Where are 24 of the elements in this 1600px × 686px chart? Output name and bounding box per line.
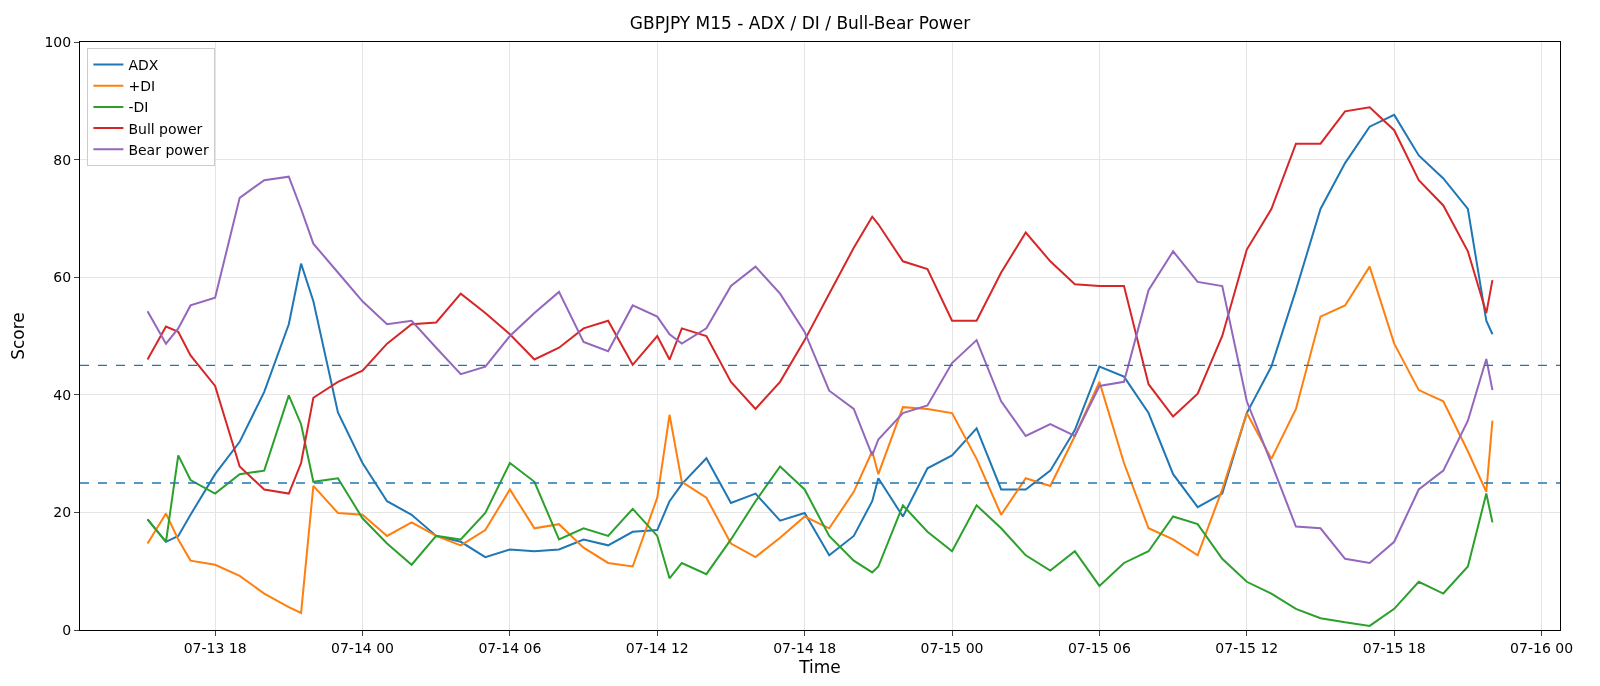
legend-label: Bull power (128, 120, 203, 137)
legend-label: ADX (128, 56, 159, 73)
y-axis-title: Score (8, 312, 29, 360)
legend-label: +DI (128, 78, 156, 95)
x-tick-label: 07-14 18 (773, 639, 837, 656)
x-tick-label: 07-14 12 (625, 639, 689, 656)
x-axis-title: Time (798, 657, 841, 678)
x-tick-label: 07-14 00 (331, 639, 394, 656)
legend-label: -DI (128, 99, 149, 116)
x-tick-label: 07-14 06 (478, 639, 542, 656)
y-tick-label: 0 (62, 621, 72, 638)
x-tick-label: 07-15 18 (1362, 639, 1426, 656)
chart-title: GBPJPY M15 - ADX / DI / Bull-Bear Power (629, 13, 971, 34)
y-tick-label: 60 (53, 269, 72, 286)
y-tick-label: 40 (53, 386, 72, 403)
x-tick-label: 07-15 12 (1215, 639, 1279, 656)
y-tick-label: 80 (53, 151, 72, 168)
legend-label: Bear power (128, 141, 209, 158)
x-tick-label: 07-16 00 (1510, 639, 1574, 656)
y-tick-label: 100 (44, 33, 72, 50)
y-tick-label: 20 (53, 504, 72, 521)
x-tick-label: 07-15 00 (920, 639, 984, 656)
x-tick-label: 07-15 06 (1067, 639, 1131, 656)
x-tick-label: 07-13 18 (183, 639, 247, 656)
